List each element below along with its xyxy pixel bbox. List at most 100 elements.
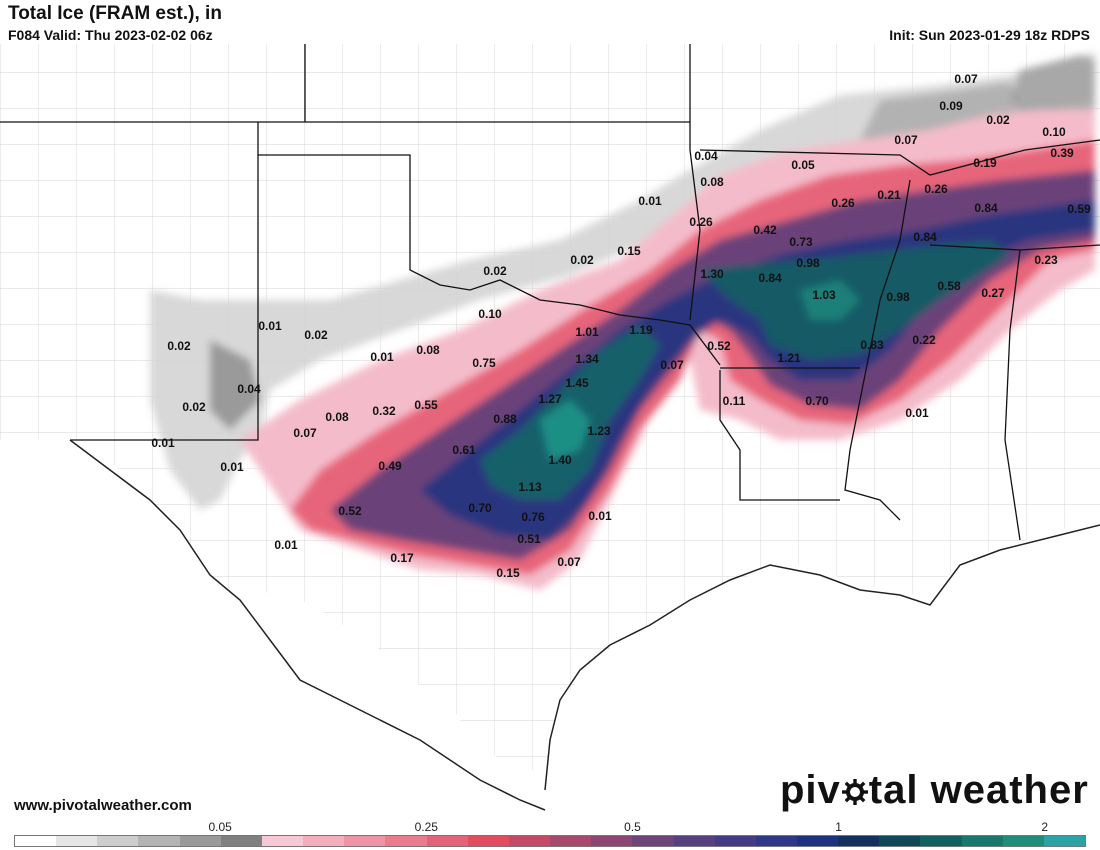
value-label: 0.02 xyxy=(182,400,206,414)
value-label: 0.02 xyxy=(570,253,594,267)
value-label: 0.49 xyxy=(378,459,402,473)
colorbar xyxy=(14,835,1086,847)
value-label: 0.01 xyxy=(274,538,298,552)
value-label: 0.59 xyxy=(1067,202,1091,216)
value-label: 0.61 xyxy=(452,443,476,457)
value-label: 0.01 xyxy=(258,319,282,333)
pivotal-weather-logo: piv tal weather xyxy=(780,768,1089,813)
value-label: 0.27 xyxy=(981,286,1005,300)
colorbar-swatch xyxy=(508,836,551,846)
value-label: 0.83 xyxy=(860,338,884,352)
colorbar-swatch xyxy=(838,836,880,846)
colorbar-swatch xyxy=(714,836,756,846)
value-label: 0.84 xyxy=(913,230,937,244)
colorbar-swatch xyxy=(15,836,57,846)
value-label: 0.22 xyxy=(912,333,936,347)
value-label: 0.26 xyxy=(831,196,855,210)
colorbar-tick-label: 0.25 xyxy=(414,820,438,834)
value-label: 0.98 xyxy=(796,256,820,270)
value-label: 0.17 xyxy=(390,551,414,565)
value-label: 0.10 xyxy=(478,307,502,321)
website-url[interactable]: www.pivotalweather.com xyxy=(14,797,192,814)
value-label: 1.34 xyxy=(575,352,599,366)
value-label: 0.73 xyxy=(789,235,813,249)
value-label: 0.19 xyxy=(973,156,997,170)
value-label: 0.07 xyxy=(557,555,581,569)
colorbar-swatch xyxy=(56,836,98,846)
value-label: 0.52 xyxy=(338,504,362,518)
colorbar-swatch xyxy=(1002,836,1044,846)
colorbar-swatch xyxy=(220,836,262,846)
colorbar-swatch xyxy=(1043,836,1086,846)
value-label: 0.02 xyxy=(167,339,191,353)
colorbar-tick-label: 0.05 xyxy=(208,820,232,834)
value-label: 0.02 xyxy=(304,328,328,342)
value-label: 0.52 xyxy=(707,339,731,353)
value-label: 0.15 xyxy=(496,566,520,580)
value-label: 1.23 xyxy=(587,424,611,438)
colorbar-tick-label: 1 xyxy=(835,820,842,834)
value-label: 0.08 xyxy=(325,410,349,424)
value-label: 0.01 xyxy=(588,509,612,523)
value-label: 0.55 xyxy=(414,398,438,412)
colorbar-swatch xyxy=(467,836,509,846)
init-time: Init: Sun 2023-01-29 18z RDPS xyxy=(889,27,1090,43)
value-label: 0.02 xyxy=(483,264,507,278)
rio-grande-border xyxy=(69,439,546,811)
value-label: 0.08 xyxy=(416,343,440,357)
value-label: 0.07 xyxy=(293,426,317,440)
value-label: 0.32 xyxy=(372,404,396,418)
colorbar-swatch xyxy=(261,836,304,846)
value-label: 0.84 xyxy=(758,271,782,285)
value-label: 1.27 xyxy=(538,392,562,406)
colorbar-swatch xyxy=(796,836,839,846)
value-label: 0.05 xyxy=(791,158,815,172)
colorbar-tick-label: 0.5 xyxy=(624,820,641,834)
value-label: 1.19 xyxy=(629,323,653,337)
value-label: 0.75 xyxy=(472,356,496,370)
colorbar-swatch xyxy=(426,836,468,846)
gulf-coastline xyxy=(544,524,1100,791)
colorbar-swatch xyxy=(961,836,1003,846)
value-label: 1.40 xyxy=(548,453,572,467)
value-label: 0.98 xyxy=(886,290,910,304)
map-value-labels: 0.07 0.09 0.02 0.10 0.07 0.39 0.04 0.05 0.19 0.08… xyxy=(151,72,1091,580)
brand-text-right: tal weather xyxy=(868,768,1089,812)
value-label: 1.21 xyxy=(777,351,801,365)
value-label: 0.26 xyxy=(924,182,948,196)
value-label: 0.09 xyxy=(939,99,963,113)
ice-accumulation-shading xyxy=(150,52,1095,590)
gear-icon xyxy=(841,779,868,805)
colorbar-swatch xyxy=(550,836,592,846)
value-label: 0.01 xyxy=(151,436,175,450)
colorbar-swatch xyxy=(673,836,715,846)
colorbar-tick-label: 2 xyxy=(1041,820,1049,834)
colorbar-swatch xyxy=(632,836,674,846)
colorbar-swatch xyxy=(755,836,797,846)
value-label: 0.04 xyxy=(237,382,261,396)
colorbar-swatch xyxy=(179,836,221,846)
colorbar-swatch xyxy=(920,836,962,846)
value-label: 0.01 xyxy=(370,350,394,364)
colorbar-swatch xyxy=(97,836,139,846)
brand-text-left: piv xyxy=(780,768,841,812)
colorbar-swatch xyxy=(591,836,633,846)
value-label: 0.42 xyxy=(753,223,777,237)
value-label: 0.84 xyxy=(974,201,998,215)
value-label: 0.01 xyxy=(638,194,662,208)
value-label: 1.13 xyxy=(518,480,542,494)
value-label: 0.02 xyxy=(986,113,1010,127)
map-title: Total Ice (FRAM est.), in xyxy=(8,3,222,24)
value-label: 0.07 xyxy=(894,133,918,147)
value-label: 0.15 xyxy=(617,244,641,258)
value-label: 1.30 xyxy=(700,267,724,281)
value-label: 1.03 xyxy=(812,288,836,302)
value-label: 0.04 xyxy=(694,149,718,163)
value-label: 0.11 xyxy=(723,394,746,408)
value-label: 0.01 xyxy=(905,406,929,420)
colorbar-swatch xyxy=(385,836,427,846)
value-label: 0.70 xyxy=(468,501,492,515)
value-label: 0.26 xyxy=(689,215,713,229)
colorbar-swatch xyxy=(344,836,386,846)
value-label: 1.45 xyxy=(565,376,589,390)
